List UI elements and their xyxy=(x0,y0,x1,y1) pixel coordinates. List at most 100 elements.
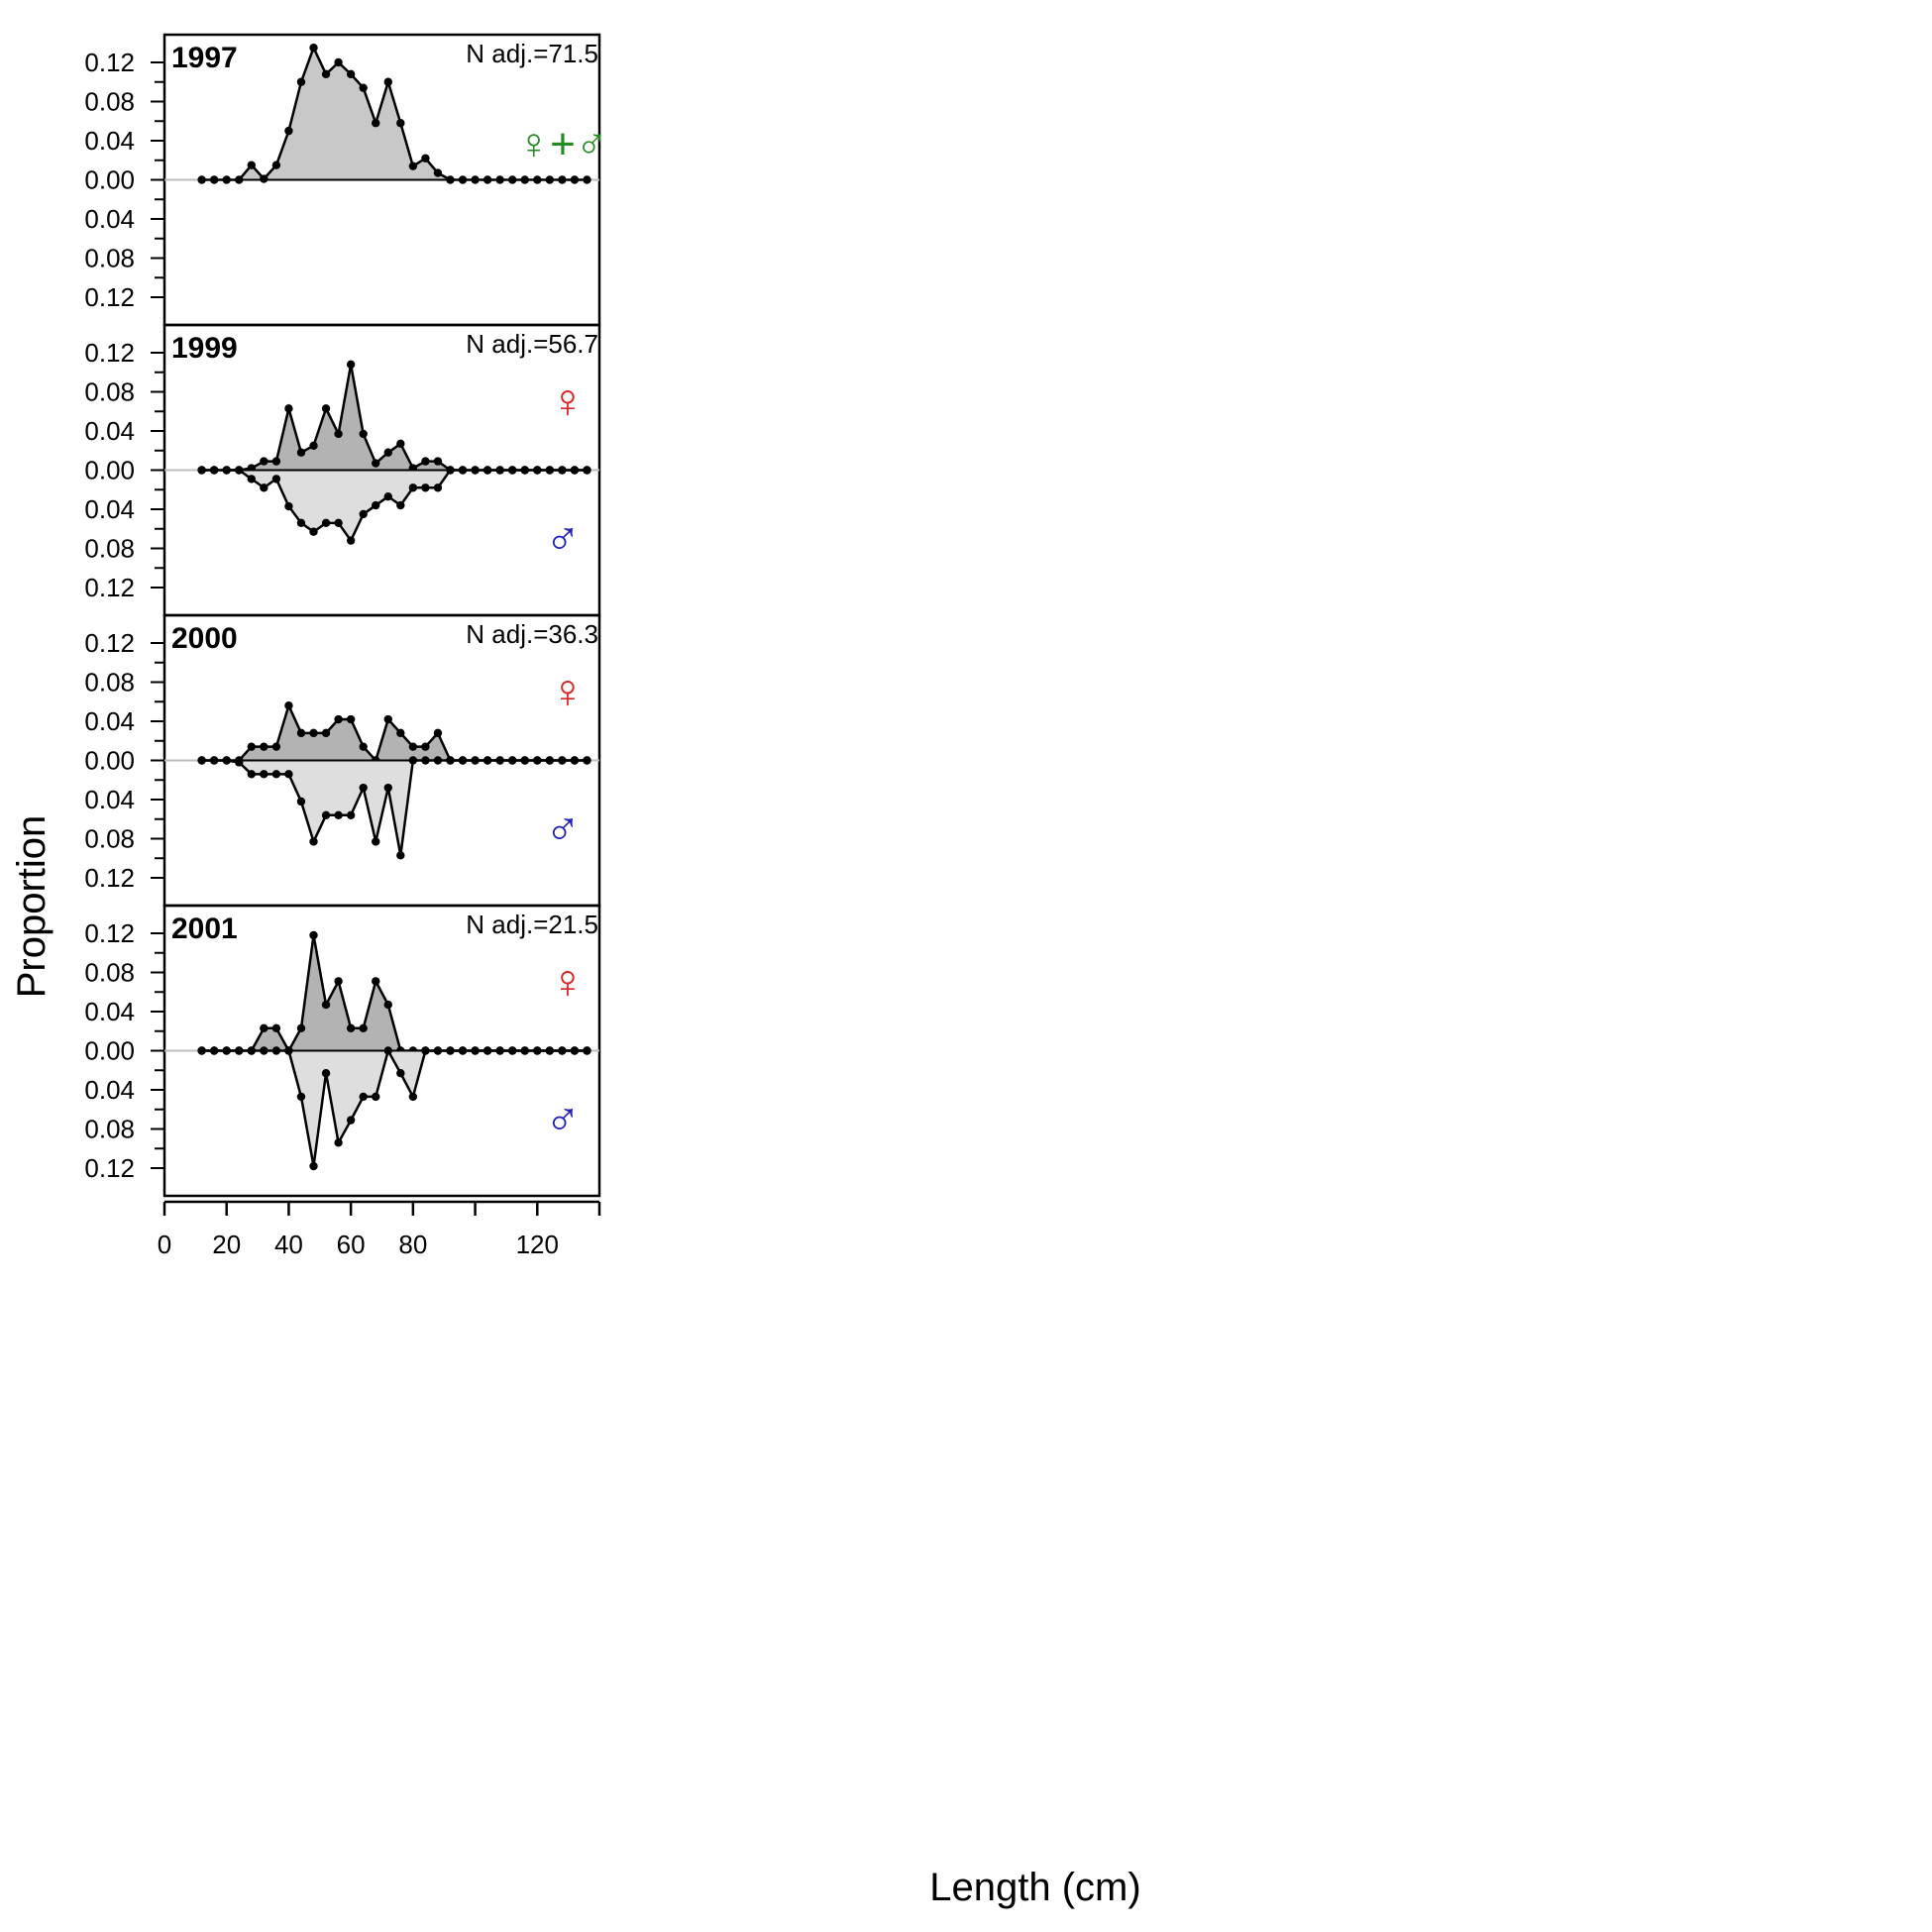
female-point xyxy=(346,1023,356,1032)
y-tick-label: 0.04 xyxy=(84,416,135,446)
male-symbol: ♂ xyxy=(545,1094,581,1146)
male-line xyxy=(201,1047,588,1167)
x-axis-label: Length (cm) xyxy=(929,1866,1140,1909)
male-point xyxy=(321,1069,331,1078)
y-tick-label: 0.08 xyxy=(84,824,135,854)
male-point xyxy=(359,509,368,519)
combined-point xyxy=(359,83,368,92)
y-tick-label: 0.08 xyxy=(84,668,135,698)
male-point xyxy=(334,518,343,528)
n-adj-label: N adj.=71.5 xyxy=(466,39,598,68)
male-symbol: ♂ xyxy=(545,804,581,856)
x-tick-label: 120 xyxy=(516,1230,559,1259)
female-point xyxy=(383,714,392,724)
x-tick-label: 60 xyxy=(337,1230,366,1259)
panel-1999: 0.12 0.08 0.04 0.00 0.04 0.08 0.12 ♀ ♂ 1999 N adj.… xyxy=(84,323,601,617)
y-tick-label: 0.00 xyxy=(84,1036,135,1066)
female-point xyxy=(421,457,430,466)
male-point xyxy=(260,483,268,492)
male-point xyxy=(372,837,380,846)
male-point xyxy=(359,1092,368,1102)
female-point xyxy=(296,728,306,738)
female-point xyxy=(334,977,343,986)
y-tick-label: 0.12 xyxy=(84,628,135,658)
y-tick-label: 0.08 xyxy=(84,377,135,407)
y-tick-label: 0.08 xyxy=(84,958,135,988)
panels-group: 0.12 0.08 0.04 0.00 0.04 0.08 0.12 ♀+♂ 1997 N adj… xyxy=(84,33,608,1198)
panel-year-label: 2001 xyxy=(171,912,238,945)
combined-area xyxy=(201,48,588,180)
male-point xyxy=(346,1116,356,1125)
female-point xyxy=(296,448,306,457)
male-point xyxy=(296,1092,306,1102)
combined-point xyxy=(321,69,331,79)
combined-point xyxy=(296,77,306,86)
female-area xyxy=(201,934,588,1051)
male-point xyxy=(359,783,368,793)
female-symbol: ♀ xyxy=(550,376,586,428)
y-tick-label: 0.04 xyxy=(84,785,135,814)
y-tick-label: 0.12 xyxy=(84,338,135,368)
panel-year-label: 1999 xyxy=(171,332,238,365)
male-point xyxy=(383,783,392,793)
female-point xyxy=(260,742,268,751)
female-symbol: ♀ xyxy=(550,666,586,718)
female-point xyxy=(271,457,281,466)
male-point xyxy=(260,770,268,779)
male-point xyxy=(271,475,281,483)
y-axis-label: Proportion xyxy=(10,815,54,999)
female-point xyxy=(383,1000,392,1010)
y-tick-label: 0.12 xyxy=(84,573,135,602)
y-tick-label: 0.12 xyxy=(84,918,135,948)
female-point xyxy=(334,714,343,724)
x-tick-label: 80 xyxy=(398,1230,427,1259)
male-area xyxy=(201,1050,588,1167)
combined-point xyxy=(346,69,356,79)
panel-2001: 0.12 0.08 0.04 0.00 0.04 0.08 0.12 ♀ ♂ 2001 N adj.… xyxy=(84,904,601,1198)
combined-point xyxy=(372,119,380,128)
female-point xyxy=(372,977,380,986)
female-symbol: ♀ xyxy=(550,956,586,1009)
y-tick-label: 0.04 xyxy=(84,204,135,234)
female-point xyxy=(334,429,343,439)
female-point xyxy=(433,457,443,466)
female-point xyxy=(260,457,268,466)
female-point xyxy=(421,742,430,751)
female-point xyxy=(383,448,392,457)
y-tick-label: 0.04 xyxy=(84,494,135,524)
combined-point xyxy=(408,161,418,170)
male-point xyxy=(372,1092,380,1102)
female-point xyxy=(321,404,331,413)
y-tick-label: 0.08 xyxy=(84,244,135,273)
n-adj-label: N adj.=21.5 xyxy=(466,910,598,939)
male-point xyxy=(346,536,356,545)
female-area xyxy=(201,364,588,471)
male-point xyxy=(271,770,281,779)
y-tick-label: 0.08 xyxy=(84,1115,135,1144)
combined-point xyxy=(309,43,318,53)
panel-year-label: 2000 xyxy=(171,622,238,655)
x-tick-label: 40 xyxy=(274,1230,303,1259)
male-area xyxy=(201,470,588,541)
female-point xyxy=(284,701,293,710)
combined-point xyxy=(247,161,256,169)
y-tick-label: 0.04 xyxy=(84,126,135,156)
male-point xyxy=(408,483,418,492)
male-point xyxy=(408,1092,418,1102)
female-point xyxy=(359,742,368,751)
male-point xyxy=(421,483,430,492)
female-point xyxy=(321,1000,331,1010)
panel-1997: 0.12 0.08 0.04 0.00 0.04 0.08 0.12 ♀+♂ 1997 N adj… xyxy=(84,33,608,327)
male-point xyxy=(396,1069,405,1078)
female-point xyxy=(346,714,356,724)
female-point xyxy=(372,459,380,468)
female-point xyxy=(396,439,405,449)
combined-point xyxy=(271,161,281,169)
x-tick-label: 20 xyxy=(212,1230,241,1259)
female-point xyxy=(433,728,443,738)
y-tick-label: 0.04 xyxy=(84,1075,135,1105)
x-axis: 0 20 40 60 80 120 xyxy=(158,1200,601,1259)
female-point xyxy=(321,728,331,738)
y-tick-label: 0.08 xyxy=(84,534,135,564)
